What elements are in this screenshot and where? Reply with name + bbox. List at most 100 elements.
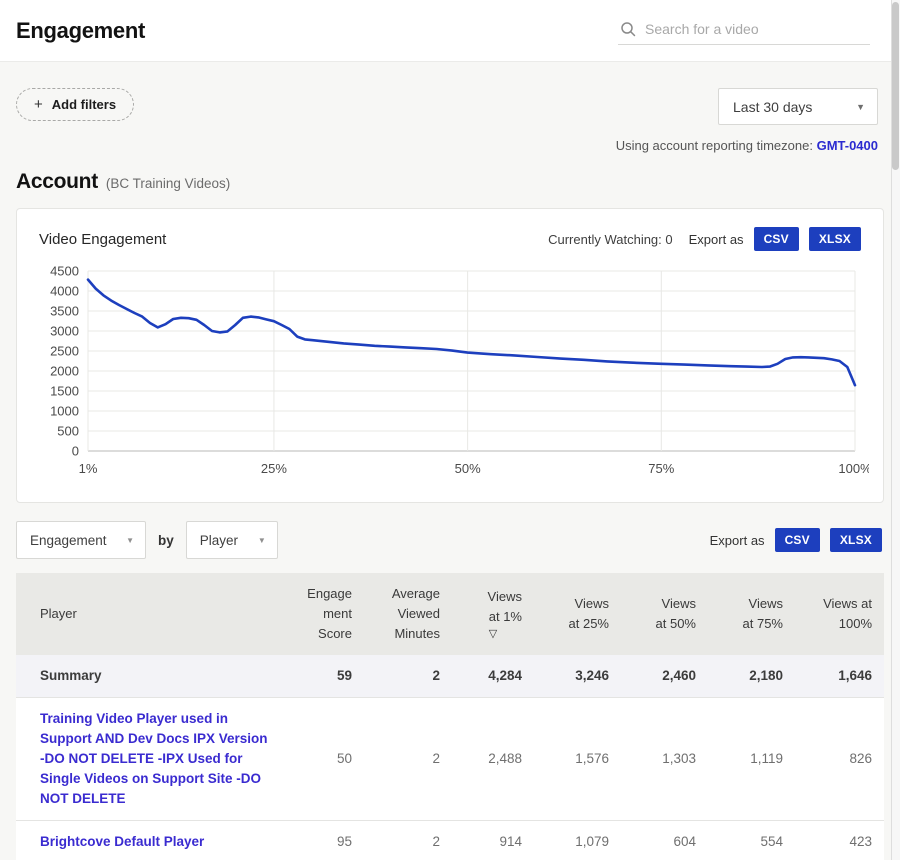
chart-card-actions: Currently Watching: 0 Export as CSV XLSX: [548, 227, 861, 251]
add-filters-label: Add filters: [51, 97, 117, 112]
svg-text:1000: 1000: [50, 404, 79, 419]
svg-text:1%: 1%: [79, 461, 98, 476]
chart-export-as-label: Export as: [688, 231, 744, 247]
player-link[interactable]: Training Video Player used in Support AN…: [40, 711, 268, 806]
by-label: by: [158, 532, 174, 548]
cell-views-at-75: 1,119: [708, 697, 795, 821]
column-header-player[interactable]: Player: [16, 573, 286, 655]
summary-views-at-75: 2,180: [708, 655, 795, 698]
chart-card-header: Video Engagement Currently Watching: 0 E…: [33, 225, 867, 261]
table-export-xlsx-button[interactable]: XLSX: [829, 528, 882, 552]
account-heading: Account: [16, 170, 98, 193]
svg-text:75%: 75%: [648, 461, 674, 476]
cell-views-at-1: 2,488: [452, 697, 534, 821]
svg-text:50%: 50%: [455, 461, 481, 476]
date-column: Last 30 days ▼ Using account reporting t…: [616, 88, 878, 153]
search-input[interactable]: [645, 20, 868, 37]
column-header-views-at-1[interactable]: Views at 1% ▽: [452, 573, 534, 655]
engagement-line-chart: 0 500 1000 1500 2000 2500 3000 3500 4000 4500 1% 25…: [50, 264, 872, 477]
engagement-table: Player Engagement Score Average Viewed M…: [16, 573, 884, 860]
svg-text:4000: 4000: [50, 284, 79, 299]
cell-average-viewed-minutes: 2: [364, 697, 452, 821]
video-search[interactable]: [618, 17, 870, 45]
secondary-dimension-value: Player: [199, 532, 239, 548]
cell-views-at-25: 1,079: [534, 820, 621, 860]
sort-descending-icon[interactable]: ▽: [488, 628, 498, 640]
vertical-scrollbar-thumb[interactable]: [892, 2, 899, 170]
summary-average-viewed-minutes: 2: [364, 655, 452, 698]
table-export-csv-button[interactable]: CSV: [774, 528, 820, 552]
svg-text:2000: 2000: [50, 364, 79, 379]
cell-views-at-1: 914: [452, 820, 534, 860]
svg-text:500: 500: [57, 424, 79, 439]
page-title: Engagement: [16, 17, 146, 43]
column-header-engagement-score[interactable]: Engagement Score: [286, 573, 364, 655]
svg-text:25%: 25%: [261, 461, 287, 476]
chart-export-csv-button[interactable]: CSV: [753, 227, 799, 251]
account-subtitle: (BC Training Videos): [105, 176, 231, 191]
cell-views-at-50: 604: [621, 820, 708, 860]
date-range-select[interactable]: Last 30 days ▼: [718, 88, 878, 125]
timezone-note: Using account reporting timezone: GMT-04…: [616, 138, 878, 153]
column-header-views-at-50-label: Views at 50%: [655, 596, 696, 631]
dimension-value: Engagement: [30, 532, 107, 548]
svg-text:3000: 3000: [50, 324, 79, 339]
chevron-down-icon: ▼: [856, 101, 865, 112]
timezone-link[interactable]: GMT-0400: [816, 138, 878, 153]
timezone-note-text: Using account reporting timezone:: [615, 138, 817, 153]
column-header-views-at-75[interactable]: Views at 75%: [708, 573, 795, 655]
summary-views-at-25: 3,246: [534, 655, 621, 698]
chart-container: 0 500 1000 1500 2000 2500 3000 3500 4000 4500 1% 25…: [33, 261, 872, 492]
svg-text:100%: 100%: [838, 461, 869, 476]
player-link[interactable]: Brightcove Default Player: [40, 834, 205, 849]
currently-watching-value: 0: [665, 231, 673, 247]
summary-engagement-score: 59: [286, 655, 364, 698]
account-heading-row: Account (BC Training Videos): [16, 170, 884, 194]
cell-views-at-75: 554: [708, 820, 795, 860]
table-export-as-label: Export as: [709, 532, 765, 548]
cell-engagement-score: 95: [286, 820, 364, 860]
svg-text:3500: 3500: [50, 304, 79, 319]
currently-watching: Currently Watching: 0: [548, 232, 673, 247]
table-export-group: Export as CSV XLSX: [710, 528, 882, 552]
cell-views-at-25: 1,576: [534, 697, 621, 821]
column-header-views-at-100[interactable]: Views at 100%: [795, 573, 884, 655]
dimension-select[interactable]: Engagement ▼: [16, 521, 146, 559]
date-range-value: Last 30 days: [733, 98, 813, 115]
summary-views-at-1: 4,284: [452, 655, 534, 698]
svg-text:2500: 2500: [50, 344, 79, 359]
column-header-views-at-75-label: Views at 75%: [742, 596, 783, 631]
secondary-dimension-select[interactable]: Player ▼: [185, 521, 278, 559]
plus-icon: +: [34, 96, 43, 113]
svg-text:4500: 4500: [50, 264, 79, 279]
svg-text:0: 0: [72, 444, 79, 459]
table-row: Training Video Player used in Support AN…: [16, 697, 884, 821]
column-header-average-viewed-minutes[interactable]: Average Viewed Minutes: [364, 573, 452, 655]
svg-text:1500: 1500: [50, 384, 79, 399]
table-header-row: Player Engagement Score Average Viewed M…: [16, 573, 884, 655]
vertical-scrollbar-track[interactable]: [891, 0, 900, 860]
column-header-views-at-25-label: Views at 25%: [568, 596, 609, 631]
column-header-average-viewed-minutes-label: Average Viewed Minutes: [391, 586, 440, 641]
column-header-engagement-score-label: Engagement Score: [307, 586, 352, 641]
video-engagement-card: Video Engagement Currently Watching: 0 E…: [16, 208, 884, 503]
column-header-player-label: Player: [40, 606, 77, 621]
chart-export-xlsx-button[interactable]: XLSX: [808, 227, 861, 251]
main-content: + Add filters Last 30 days ▼ Using accou…: [0, 88, 900, 860]
column-header-views-at-50[interactable]: Views at 50%: [621, 573, 708, 655]
column-header-views-at-100-label: Views at 100%: [823, 596, 872, 631]
column-header-views-at-25[interactable]: Views at 25%: [534, 573, 621, 655]
search-icon: [621, 21, 636, 36]
summary-label: Summary: [16, 655, 286, 698]
cell-views-at-100: 423: [795, 820, 884, 860]
summary-views-at-100: 1,646: [795, 655, 884, 698]
add-filters-button[interactable]: + Add filters: [16, 88, 135, 121]
chart-title: Video Engagement: [39, 230, 167, 248]
filter-row: + Add filters Last 30 days ▼ Using accou…: [16, 88, 884, 153]
chevron-down-icon: ▼: [126, 535, 134, 545]
table-controls-row: Engagement ▼ by Player ▼ Export as CSV X…: [16, 521, 884, 559]
cell-views-at-50: 1,303: [621, 697, 708, 821]
cell-views-at-100: 826: [795, 697, 884, 821]
summary-views-at-50: 2,460: [621, 655, 708, 698]
table-row: Brightcove Default Player 95 2 914 1,079…: [16, 820, 884, 860]
